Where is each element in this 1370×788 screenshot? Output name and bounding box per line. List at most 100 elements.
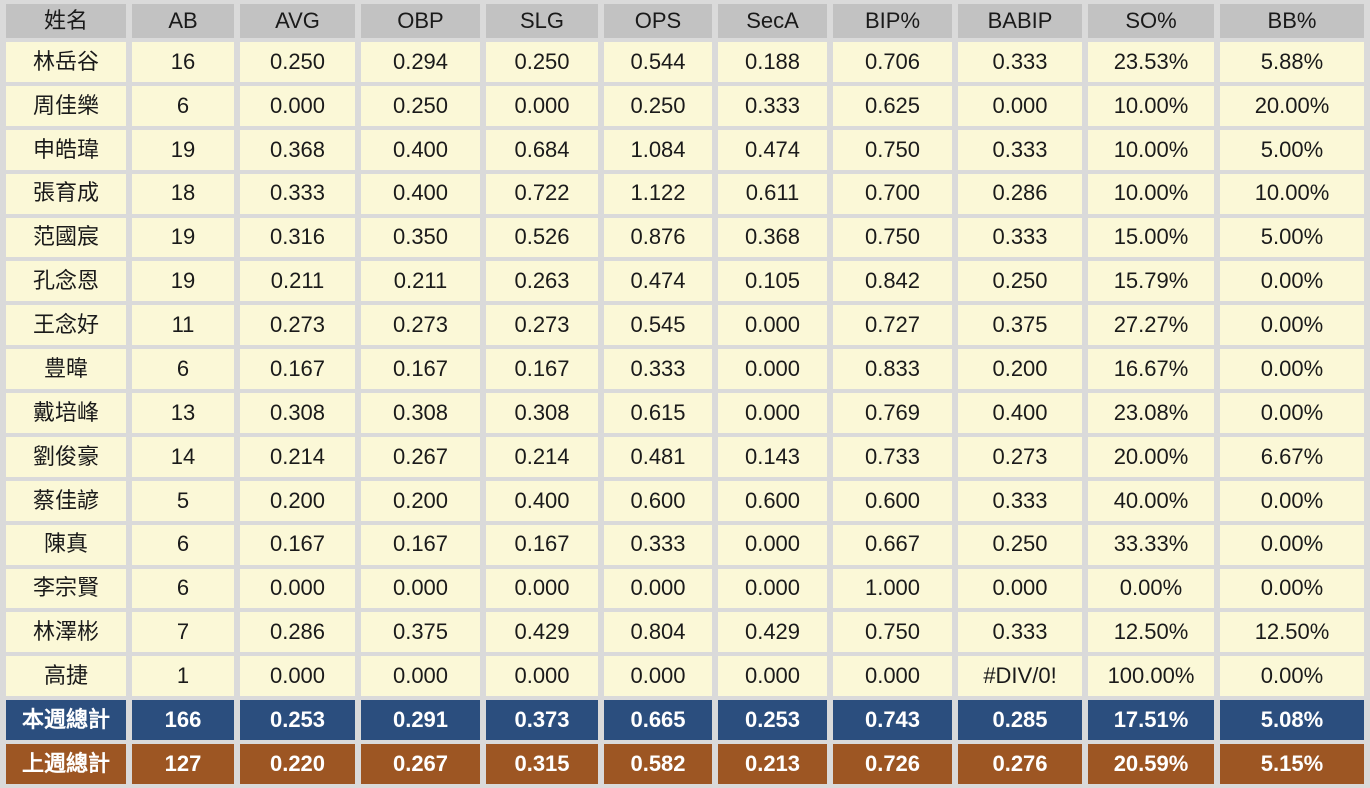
player-name-cell[interactable]: 戴培峰 <box>6 393 126 433</box>
stat-cell[interactable]: 14 <box>132 436 234 477</box>
stat-cell[interactable]: 0.000 <box>240 568 355 609</box>
column-header-bb-pct[interactable]: BB% <box>1220 4 1364 38</box>
summary-stat-cell[interactable]: 127 <box>132 744 234 784</box>
stat-cell[interactable]: 0.481 <box>604 436 712 477</box>
player-name-cell[interactable]: 林澤彬 <box>6 612 126 653</box>
summary-stat-cell[interactable]: 0.291 <box>361 700 480 740</box>
stat-cell[interactable]: 0.273 <box>486 305 598 346</box>
stat-cell[interactable]: 5.00% <box>1220 217 1364 258</box>
stat-cell[interactable]: 0.143 <box>718 436 827 477</box>
stat-cell[interactable]: 0.167 <box>486 524 598 565</box>
stat-cell[interactable]: 0.00% <box>1220 656 1364 697</box>
stat-cell[interactable]: 19 <box>132 129 234 170</box>
player-name-cell[interactable]: 張育成 <box>6 173 126 214</box>
stat-cell[interactable]: 0.250 <box>958 261 1082 302</box>
stat-cell[interactable]: 20.00% <box>1088 436 1214 477</box>
stat-cell[interactable]: 1.122 <box>604 173 712 214</box>
stat-cell[interactable]: 10.00% <box>1088 129 1214 170</box>
stat-cell[interactable]: 0.722 <box>486 173 598 214</box>
stat-cell[interactable]: 0.750 <box>833 217 952 258</box>
stat-cell[interactable]: 0.000 <box>486 85 598 126</box>
stat-cell[interactable]: 6 <box>132 568 234 609</box>
stat-cell[interactable]: 0.474 <box>604 261 712 302</box>
stat-cell[interactable]: 7 <box>132 612 234 653</box>
stat-cell[interactable]: 0.00% <box>1220 261 1364 302</box>
stat-cell[interactable]: 0.167 <box>361 524 480 565</box>
player-name-cell[interactable]: 王念好 <box>6 305 126 346</box>
column-header-obp[interactable]: OBP <box>361 4 480 38</box>
stat-cell[interactable]: 0.804 <box>604 612 712 653</box>
column-header-name[interactable]: 姓名 <box>6 4 126 38</box>
stat-cell[interactable]: 0.350 <box>361 217 480 258</box>
stat-cell[interactable]: 6 <box>132 85 234 126</box>
summary-stat-cell[interactable]: 0.743 <box>833 700 952 740</box>
stat-cell[interactable]: 0.600 <box>718 480 827 521</box>
stat-cell[interactable]: 0.167 <box>361 349 480 389</box>
stat-cell[interactable]: 0.000 <box>718 349 827 389</box>
stat-cell[interactable]: 0.000 <box>833 656 952 697</box>
stat-cell[interactable]: 1.000 <box>833 568 952 609</box>
stat-cell[interactable]: 0.474 <box>718 129 827 170</box>
stat-cell[interactable]: 0.00% <box>1220 393 1364 433</box>
stat-cell[interactable]: 0.333 <box>958 129 1082 170</box>
stat-cell[interactable]: 10.00% <box>1220 173 1364 214</box>
stat-cell[interactable]: 0.214 <box>486 436 598 477</box>
stat-cell[interactable]: 0.000 <box>958 85 1082 126</box>
stat-cell[interactable]: 0.750 <box>833 129 952 170</box>
player-name-cell[interactable]: 林岳谷 <box>6 42 126 82</box>
stat-cell[interactable]: 19 <box>132 217 234 258</box>
stat-cell[interactable]: 0.400 <box>361 173 480 214</box>
stat-cell[interactable]: 6.67% <box>1220 436 1364 477</box>
player-name-cell[interactable]: 高捷 <box>6 656 126 697</box>
stat-cell[interactable]: 0.00% <box>1220 480 1364 521</box>
stat-cell[interactable]: 0.000 <box>486 656 598 697</box>
stat-cell[interactable]: 0.333 <box>958 612 1082 653</box>
player-name-cell[interactable]: 蔡佳諺 <box>6 480 126 521</box>
stat-cell[interactable]: 10.00% <box>1088 173 1214 214</box>
stat-cell[interactable]: 0.000 <box>718 656 827 697</box>
stat-cell[interactable]: 0.211 <box>361 261 480 302</box>
stat-cell[interactable]: 0.769 <box>833 393 952 433</box>
stat-cell[interactable]: 23.08% <box>1088 393 1214 433</box>
player-name-cell[interactable]: 李宗賢 <box>6 568 126 609</box>
stat-cell[interactable]: 0.333 <box>958 217 1082 258</box>
stat-cell[interactable]: 0.211 <box>240 261 355 302</box>
stat-cell[interactable]: 0.000 <box>604 568 712 609</box>
stat-cell[interactable]: 0.600 <box>604 480 712 521</box>
stat-cell[interactable]: 0.250 <box>361 85 480 126</box>
stat-cell[interactable]: 0.684 <box>486 129 598 170</box>
stat-cell[interactable]: 0.000 <box>240 85 355 126</box>
stat-cell[interactable]: 0.333 <box>604 524 712 565</box>
stat-cell[interactable]: 0.000 <box>240 656 355 697</box>
stat-cell[interactable]: 0.167 <box>240 349 355 389</box>
stat-cell[interactable]: 5 <box>132 480 234 521</box>
column-header-seca[interactable]: SecA <box>718 4 827 38</box>
stat-cell[interactable]: 0.000 <box>361 656 480 697</box>
stat-cell[interactable]: 0.333 <box>718 85 827 126</box>
column-header-so-pct[interactable]: SO% <box>1088 4 1214 38</box>
stat-cell[interactable]: 0.333 <box>958 42 1082 82</box>
stat-cell[interactable]: 0.167 <box>240 524 355 565</box>
stat-cell[interactable]: 0.286 <box>958 173 1082 214</box>
stat-cell[interactable]: 0.526 <box>486 217 598 258</box>
summary-stat-cell[interactable]: 17.51% <box>1088 700 1214 740</box>
column-header-slg[interactable]: SLG <box>486 4 598 38</box>
summary-stat-cell[interactable]: 0.213 <box>718 744 827 784</box>
stat-cell[interactable]: 0.308 <box>361 393 480 433</box>
stat-cell[interactable]: 0.600 <box>833 480 952 521</box>
stat-cell[interactable]: 0.667 <box>833 524 952 565</box>
stat-cell[interactable]: 0.294 <box>361 42 480 82</box>
summary-stat-cell[interactable]: 0.267 <box>361 744 480 784</box>
summary-stat-cell[interactable]: 20.59% <box>1088 744 1214 784</box>
stat-cell[interactable]: 0.368 <box>718 217 827 258</box>
stat-cell[interactable]: 0.375 <box>958 305 1082 346</box>
stat-cell[interactable]: 0.700 <box>833 173 952 214</box>
stat-cell[interactable]: 1.084 <box>604 129 712 170</box>
stat-cell[interactable]: 0.876 <box>604 217 712 258</box>
stat-cell[interactable]: 0.286 <box>240 612 355 653</box>
stat-cell[interactable]: 0.273 <box>361 305 480 346</box>
stat-cell[interactable]: 0.267 <box>361 436 480 477</box>
player-name-cell[interactable]: 范國宸 <box>6 217 126 258</box>
stat-cell[interactable]: 0.000 <box>361 568 480 609</box>
summary-stat-cell[interactable]: 0.315 <box>486 744 598 784</box>
